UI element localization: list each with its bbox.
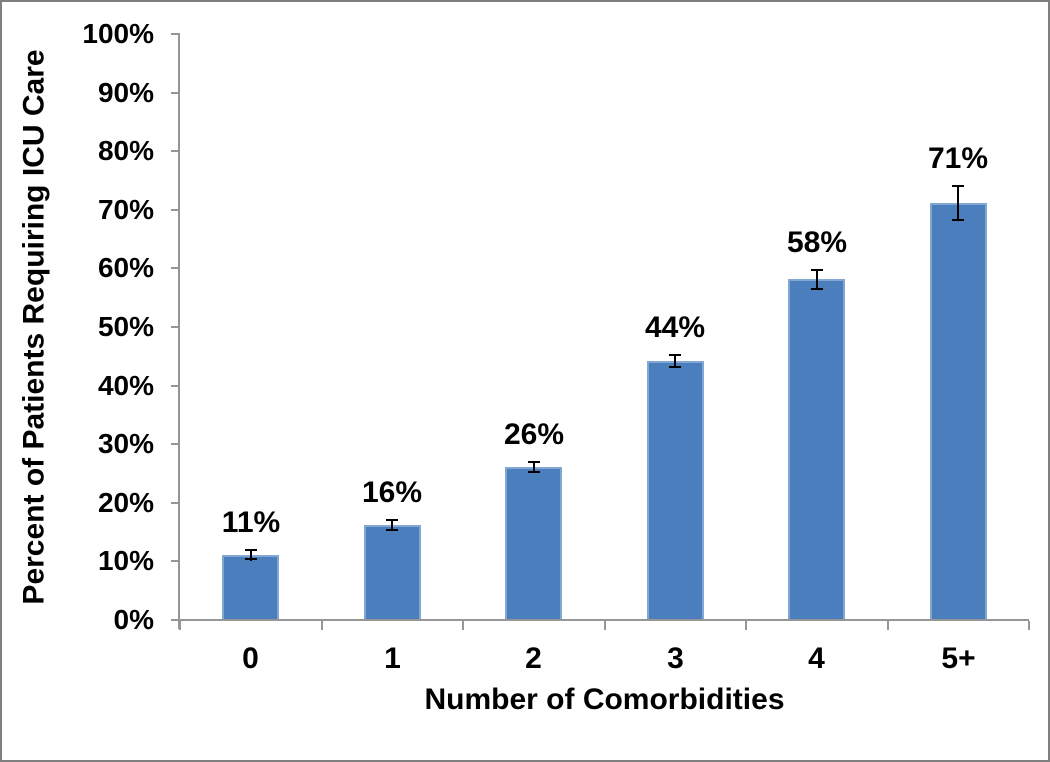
bar[interactable] — [364, 525, 421, 619]
error-bar-cap-bottom — [245, 558, 257, 560]
x-axis-tick — [321, 621, 323, 630]
y-axis-tick-label: 100% — [82, 18, 154, 49]
bar[interactable] — [788, 279, 845, 619]
y-axis-line — [178, 33, 180, 629]
bar[interactable] — [930, 203, 987, 619]
y-axis-tick-label: 20% — [97, 487, 154, 518]
x-axis-title: Number of Comorbidities — [424, 683, 785, 716]
error-bar-cap-top — [528, 461, 540, 463]
x-axis-category-label: 0 — [242, 642, 259, 675]
x-axis-tick — [745, 621, 747, 630]
error-bar-cap-top — [811, 269, 823, 271]
y-axis-tick-label: 30% — [97, 428, 154, 459]
y-axis-tick — [171, 92, 180, 94]
x-axis-tick — [887, 621, 889, 630]
y-axis-tick — [171, 502, 180, 504]
error-bar-cap-bottom — [386, 529, 398, 531]
x-axis-category-label: 3 — [667, 642, 684, 675]
y-axis-tick-label: 90% — [97, 77, 154, 108]
bar-value-label: 44% — [644, 311, 706, 344]
error-bar-cap-top — [245, 549, 257, 551]
x-axis-category-label: 2 — [525, 642, 542, 675]
y-axis-tick-label: 0% — [113, 604, 154, 635]
x-axis-category-label: 1 — [384, 642, 401, 675]
x-axis-category-label: 4 — [808, 642, 825, 675]
y-axis-tick-label: 10% — [97, 545, 154, 576]
x-axis-tick — [462, 621, 464, 630]
error-bar-cap-bottom — [811, 288, 823, 290]
y-axis-tick — [171, 33, 180, 35]
y-axis-tick — [171, 619, 180, 621]
y-axis-tick — [171, 209, 180, 211]
y-axis-tick — [171, 150, 180, 152]
error-bar-cap-bottom — [669, 366, 681, 368]
x-axis-tick — [1028, 621, 1030, 630]
y-axis-tick-label: 80% — [97, 135, 154, 166]
bar-value-label: 71% — [927, 142, 989, 175]
y-axis-tick-label: 40% — [97, 370, 154, 401]
error-bar-line — [674, 354, 676, 368]
x-axis-line — [171, 619, 1029, 621]
bar-value-label: 58% — [786, 226, 848, 259]
bar-value-label: 26% — [503, 418, 565, 451]
x-axis-category-label: 5+ — [941, 642, 976, 675]
y-axis-tick — [171, 560, 180, 562]
error-bar-line — [816, 269, 818, 290]
y-axis-tick-label: 60% — [97, 252, 154, 283]
y-axis-tick — [171, 443, 180, 445]
error-bar-cap-bottom — [952, 219, 964, 221]
error-bar-cap-top — [669, 354, 681, 356]
bar[interactable] — [647, 361, 704, 619]
bar-value-label: 16% — [361, 476, 423, 509]
error-bar-line — [533, 461, 535, 473]
bar[interactable] — [222, 555, 279, 619]
y-axis-tick — [171, 326, 180, 328]
y-axis-tick — [171, 385, 180, 387]
error-bar-cap-bottom — [528, 471, 540, 473]
y-axis-tick-label: 50% — [97, 311, 154, 342]
y-axis-tick-label: 70% — [97, 194, 154, 225]
error-bar-cap-top — [952, 185, 964, 187]
error-bar-line — [250, 549, 252, 561]
y-axis-tick — [171, 267, 180, 269]
bar-value-label: 11% — [221, 506, 281, 539]
bar[interactable] — [505, 467, 562, 619]
x-axis-tick — [179, 621, 181, 630]
error-bar-line — [391, 519, 393, 531]
x-axis-tick — [604, 621, 606, 630]
error-bar-line — [957, 185, 959, 220]
error-bar-cap-top — [386, 519, 398, 521]
